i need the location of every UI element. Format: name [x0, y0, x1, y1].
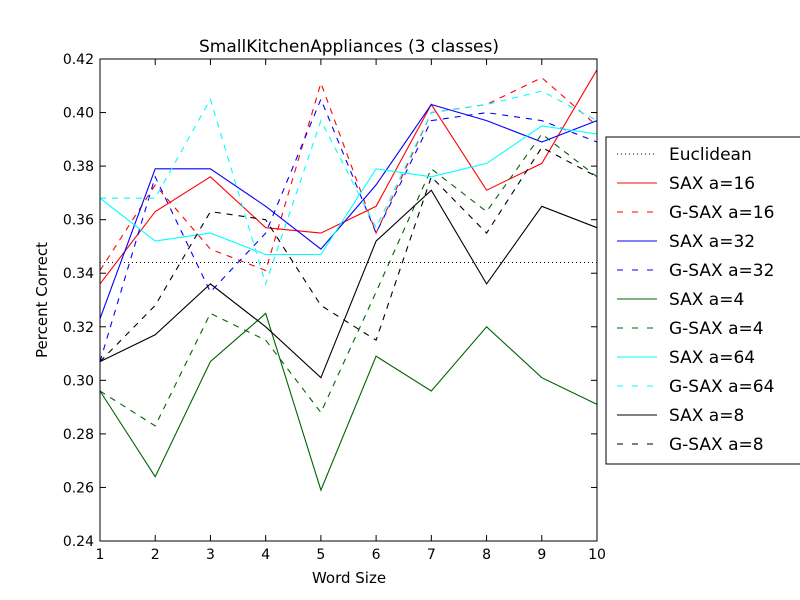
y-tick-label: 0.42: [63, 52, 94, 68]
series-line-7: [99, 125, 598, 256]
y-tick-label: 0.30: [63, 373, 94, 389]
series-line-4: [99, 97, 598, 362]
ticks-layer: 1 2 3 4 5 6 7 8 9 10 0.24 0.26 0.28 0.30 0.32 0.34 0.36 0…: [63, 52, 606, 563]
legend-label-1: SAX a=16: [669, 174, 755, 194]
series-line-3: [99, 103, 598, 319]
legend-label-4: G-SAX a=32: [669, 261, 774, 281]
y-tick-label: 0.32: [63, 320, 94, 336]
legend-label-2: G-SAX a=16: [669, 203, 774, 223]
plot-frame: [99, 58, 598, 542]
series-line-6: [99, 133, 598, 427]
x-tick-label: 10: [588, 547, 606, 563]
legend-label-3: SAX a=32: [669, 232, 755, 252]
series-line-2: [99, 77, 598, 272]
x-tick-label: 2: [151, 547, 160, 563]
legend-label-5: SAX a=4: [669, 290, 744, 310]
legend-label-10: G-SAX a=8: [669, 435, 764, 455]
legend: Euclidean SAX a=16 G-SAX a=16 SAX a=32 G-SAX…: [605, 136, 800, 465]
series-line-9: [99, 189, 598, 379]
series-line-5: [99, 312, 598, 492]
x-axis-title: Word Size: [312, 569, 386, 587]
chart-title: SmallKitchenAppliances (3 classes): [199, 37, 499, 57]
y-tick-label: 0.24: [63, 534, 94, 550]
plot-background: [100, 59, 597, 541]
y-tick-label: 0.26: [63, 480, 94, 496]
series-line-8: [100, 90, 598, 286]
y-tick-label: 0.34: [63, 266, 94, 282]
x-tick-label: 1: [96, 547, 105, 563]
x-tick-label: 5: [316, 547, 325, 563]
y-axis-title: Percent Correct: [33, 242, 51, 358]
x-tick-label: 6: [372, 547, 381, 563]
legend-label-0: Euclidean: [669, 145, 752, 165]
legend-label-6: G-SAX a=4: [669, 319, 764, 339]
series-line-1: [99, 69, 598, 285]
series-layer: [99, 69, 598, 492]
legend-label-9: SAX a=8: [669, 406, 744, 426]
legend-frame: [605, 136, 800, 465]
x-tick-label: 9: [537, 547, 546, 563]
y-tick-label: 0.40: [63, 106, 94, 122]
x-tick-label: 3: [206, 547, 215, 563]
series-line-10: [99, 146, 598, 362]
y-tick-label: 0.36: [63, 213, 94, 229]
x-tick-label: 4: [261, 547, 270, 563]
x-tick-label: 7: [427, 547, 436, 563]
y-tick-label: 0.28: [63, 427, 94, 443]
legend-label-7: SAX a=64: [669, 348, 755, 368]
plot-area: [100, 59, 597, 541]
x-tick-label: 8: [482, 547, 491, 563]
y-tick-label: 0.38: [63, 159, 94, 175]
legend-label-8: G-SAX a=64: [669, 377, 774, 397]
